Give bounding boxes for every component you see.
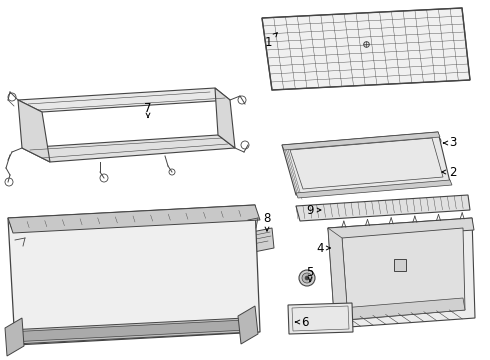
- Polygon shape: [328, 228, 348, 328]
- Text: 3: 3: [443, 136, 457, 149]
- FancyBboxPatch shape: [94, 321, 116, 335]
- Circle shape: [302, 273, 312, 283]
- Polygon shape: [262, 8, 470, 90]
- Ellipse shape: [427, 139, 437, 145]
- Circle shape: [305, 276, 309, 280]
- Text: 2: 2: [442, 166, 457, 179]
- Text: 6: 6: [295, 315, 309, 328]
- Polygon shape: [342, 298, 465, 320]
- Text: 1: 1: [264, 33, 277, 49]
- Polygon shape: [296, 195, 470, 221]
- Circle shape: [299, 270, 315, 286]
- Polygon shape: [18, 88, 230, 112]
- Polygon shape: [18, 100, 50, 162]
- FancyBboxPatch shape: [337, 154, 381, 178]
- Polygon shape: [8, 205, 260, 345]
- Polygon shape: [8, 205, 260, 233]
- Text: 9: 9: [306, 203, 321, 216]
- Polygon shape: [328, 218, 475, 328]
- Polygon shape: [328, 218, 474, 240]
- Polygon shape: [8, 318, 252, 344]
- Polygon shape: [342, 228, 465, 320]
- Text: 8: 8: [263, 211, 270, 231]
- Polygon shape: [288, 303, 353, 334]
- Polygon shape: [296, 180, 452, 198]
- Polygon shape: [252, 228, 274, 252]
- Polygon shape: [282, 132, 450, 195]
- Polygon shape: [8, 320, 247, 342]
- Ellipse shape: [423, 136, 441, 148]
- Polygon shape: [282, 132, 440, 150]
- Polygon shape: [22, 135, 235, 162]
- Polygon shape: [238, 306, 258, 344]
- Polygon shape: [5, 318, 24, 356]
- Text: 4: 4: [316, 242, 330, 255]
- Text: 7: 7: [144, 102, 152, 117]
- Polygon shape: [215, 88, 235, 148]
- Text: 5: 5: [306, 266, 314, 282]
